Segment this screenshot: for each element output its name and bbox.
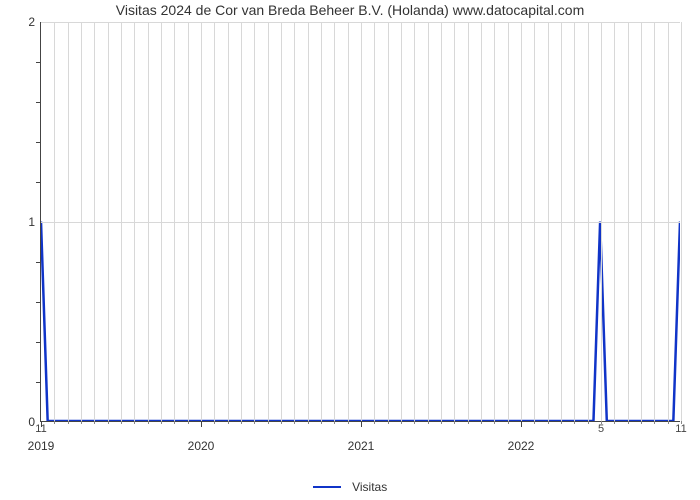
- x-minor-tick: [334, 421, 335, 424]
- x-minor-tick: [281, 421, 282, 424]
- y-minor-tick: [36, 342, 41, 343]
- x-minor-label: 11: [35, 423, 46, 435]
- y-minor-tick: [36, 382, 41, 383]
- x-minor-tick: [241, 421, 242, 424]
- chart-container: Visitas 2024 de Cor van Breda Beheer B.V…: [0, 0, 700, 500]
- x-minor-tick: [54, 421, 55, 424]
- x-minor-tick: [654, 421, 655, 424]
- x-minor-tick: [81, 421, 82, 424]
- x-minor-tick: [121, 421, 122, 424]
- x-minor-tick: [294, 421, 295, 424]
- x-minor-tick: [108, 421, 109, 424]
- y-minor-tick: [36, 262, 41, 263]
- x-major-tick: [201, 421, 202, 427]
- x-minor-tick: [161, 421, 162, 424]
- x-minor-tick: [641, 421, 642, 424]
- x-minor-tick: [228, 421, 229, 424]
- x-minor-tick: [188, 421, 189, 424]
- y-tick-label: 2: [28, 15, 35, 29]
- x-minor-tick: [148, 421, 149, 424]
- x-minor-tick: [628, 421, 629, 424]
- x-major-tick: [521, 421, 522, 427]
- vgrid: [681, 22, 682, 421]
- x-minor-tick: [414, 421, 415, 424]
- x-minor-tick: [468, 421, 469, 424]
- x-minor-tick: [321, 421, 322, 424]
- x-minor-tick: [441, 421, 442, 424]
- y-minor-tick: [36, 182, 41, 183]
- x-minor-label: 11: [675, 423, 686, 435]
- legend-swatch: [313, 486, 341, 488]
- hgrid: [41, 222, 680, 223]
- x-minor-tick: [494, 421, 495, 424]
- y-minor-tick: [36, 302, 41, 303]
- legend-label: Visitas: [352, 480, 387, 494]
- x-minor-tick: [588, 421, 589, 424]
- x-minor-tick: [214, 421, 215, 424]
- x-minor-tick: [268, 421, 269, 424]
- x-major-tick: [361, 421, 362, 427]
- x-minor-tick: [454, 421, 455, 424]
- hgrid: [41, 22, 680, 23]
- y-minor-tick: [36, 102, 41, 103]
- x-minor-tick: [401, 421, 402, 424]
- x-minor-tick: [508, 421, 509, 424]
- legend: Visitas: [0, 479, 700, 494]
- y-minor-tick: [36, 142, 41, 143]
- x-minor-label: 5: [598, 423, 604, 435]
- x-minor-tick: [254, 421, 255, 424]
- x-minor-tick: [614, 421, 615, 424]
- y-tick-label: 0: [28, 415, 35, 429]
- x-minor-tick: [534, 421, 535, 424]
- x-year-label: 2022: [508, 439, 535, 453]
- x-year-label: 2019: [28, 439, 55, 453]
- x-minor-tick: [94, 421, 95, 424]
- x-minor-tick: [388, 421, 389, 424]
- y-tick-label: 1: [28, 215, 35, 229]
- x-minor-tick: [308, 421, 309, 424]
- x-minor-tick: [374, 421, 375, 424]
- x-minor-tick: [561, 421, 562, 424]
- x-minor-tick: [348, 421, 349, 424]
- x-minor-tick: [574, 421, 575, 424]
- x-year-label: 2021: [348, 439, 375, 453]
- plot-area: 012201920202021202211511: [40, 22, 680, 422]
- x-minor-tick: [174, 421, 175, 424]
- x-minor-tick: [428, 421, 429, 424]
- x-minor-tick: [68, 421, 69, 424]
- x-minor-tick: [548, 421, 549, 424]
- chart-title: Visitas 2024 de Cor van Breda Beheer B.V…: [0, 2, 700, 18]
- x-minor-tick: [481, 421, 482, 424]
- x-minor-tick: [668, 421, 669, 424]
- x-year-label: 2020: [188, 439, 215, 453]
- x-minor-tick: [134, 421, 135, 424]
- y-minor-tick: [36, 62, 41, 63]
